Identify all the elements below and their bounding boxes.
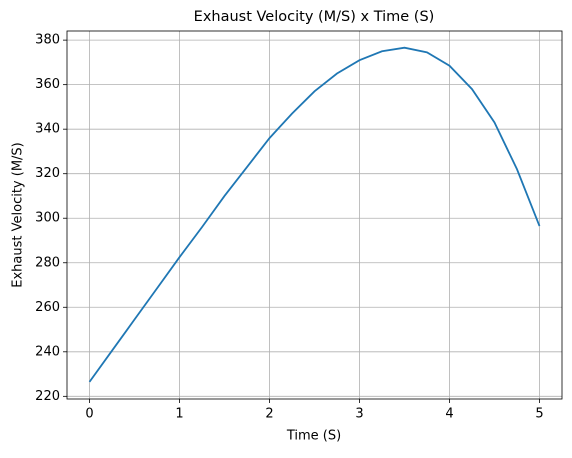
y-tick-label: 240 (35, 344, 60, 359)
x-axis-label: Time (S) (286, 429, 341, 444)
x-tick-label: 2 (265, 407, 273, 422)
y-tick-label: 280 (35, 255, 60, 270)
chart-title: Exhaust Velocity (M/S) x Time (S) (194, 9, 435, 25)
plot-frame (66, 30, 563, 400)
y-tick-label: 320 (35, 166, 60, 181)
x-tick-label: 1 (175, 407, 183, 422)
data-line (88, 46, 541, 383)
x-tick-label: 4 (445, 407, 453, 422)
y-tick-label: 260 (35, 300, 60, 315)
y-axis-label: Exhaust Velocity (M/S) (11, 142, 26, 287)
y-tick-label: 380 (35, 33, 60, 48)
y-tick-label: 300 (35, 211, 60, 226)
x-tick-label: 0 (85, 407, 93, 422)
x-tick-label: 3 (355, 407, 363, 422)
x-tick-label: 5 (535, 407, 543, 422)
y-tick-label: 220 (35, 389, 60, 404)
y-tick-label: 340 (35, 122, 60, 137)
y-tick-label: 360 (35, 77, 60, 92)
